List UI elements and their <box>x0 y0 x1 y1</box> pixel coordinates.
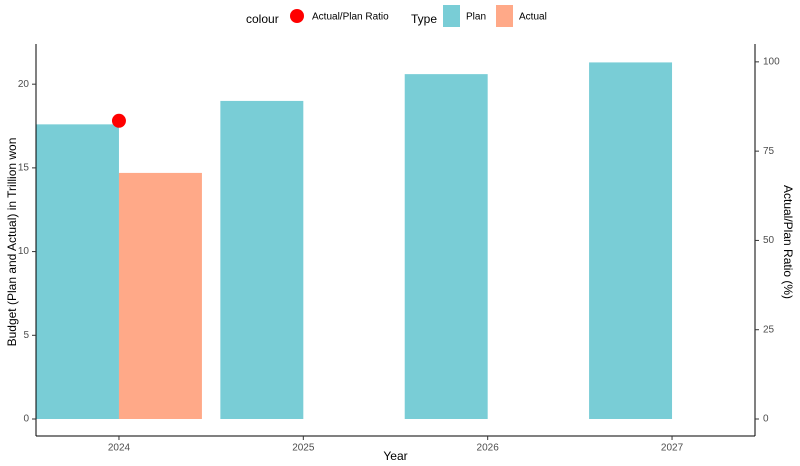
legend-type-title: Type <box>411 12 437 26</box>
y2-tick-label: 100 <box>763 56 780 67</box>
y2-tick-label: 0 <box>763 414 769 425</box>
legend-ratio-label: Actual/Plan Ratio <box>312 12 389 23</box>
legend-actual-label: Actual <box>519 12 547 23</box>
bar-plan-2025 <box>220 100 304 419</box>
y-tick-label: 0 <box>23 414 29 425</box>
bar-actual-2024 <box>118 172 202 419</box>
bar-plan-2026 <box>404 74 488 420</box>
legend-plan-label: Plan <box>466 12 486 23</box>
bar-plan-2024 <box>36 124 119 419</box>
y-tick-label: 10 <box>18 246 30 257</box>
x-tick-label: 2024 <box>108 443 131 454</box>
y-tick-label: 20 <box>18 79 30 90</box>
y-axis-title: Budget (Plan and Actual) in Trillion won <box>5 138 19 347</box>
y-tick-label: 5 <box>23 330 29 341</box>
x-axis-ticks: 2024 2025 2026 2027 <box>108 436 684 454</box>
ratio-point-2024 <box>111 113 126 128</box>
y2-tick-label: 50 <box>763 235 775 246</box>
x-tick-label: 2026 <box>477 443 500 454</box>
x-tick-label: 2027 <box>661 443 684 454</box>
y-tick-label: 15 <box>18 163 30 174</box>
x-tick-label: 2025 <box>292 443 315 454</box>
bar-plan-2027 <box>589 62 673 419</box>
legend-ratio-swatch <box>290 9 304 23</box>
y2-tick-label: 75 <box>763 146 775 157</box>
ratio-points-layer <box>111 113 126 128</box>
legend-colour-title: colour <box>246 12 279 26</box>
legend-actual-swatch <box>496 5 513 27</box>
legend-plan-swatch <box>443 5 460 27</box>
y2-tick-label: 25 <box>763 324 775 335</box>
bars-layer <box>36 62 673 420</box>
y-axis-ticks: 0 5 10 15 20 <box>18 79 36 425</box>
y2-axis-title: Actual/Plan Ratio (%) <box>781 185 795 299</box>
legend: colour Actual/Plan Ratio Type Plan Actua… <box>246 5 547 27</box>
y2-axis-ticks: 0 25 50 75 100 <box>755 56 780 425</box>
x-axis-title: Year <box>383 449 407 463</box>
